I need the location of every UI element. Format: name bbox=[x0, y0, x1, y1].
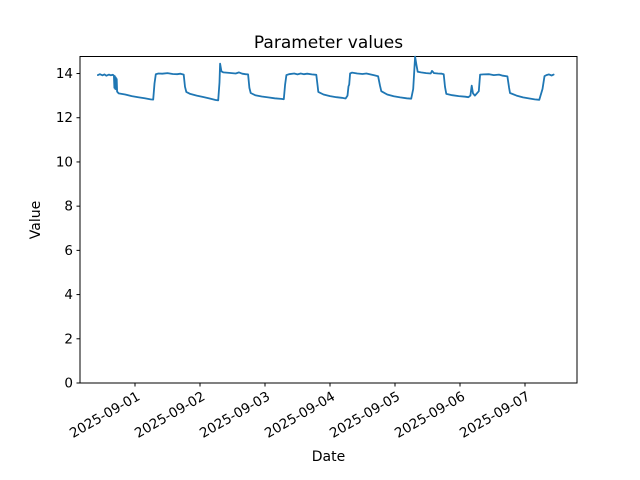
x-tick-label: 2025-09-02 bbox=[132, 389, 208, 442]
x-tick-label: 2025-09-03 bbox=[197, 389, 273, 442]
axis-ticks bbox=[76, 73, 526, 387]
x-tick-label: 2025-09-06 bbox=[392, 389, 468, 442]
x-axis-label: Date bbox=[312, 449, 345, 465]
y-axis-label: Value bbox=[28, 201, 44, 239]
y-tick-label: 0 bbox=[64, 376, 73, 392]
y-tick-label: 2 bbox=[64, 331, 73, 347]
plot-border bbox=[79, 56, 578, 384]
y-tick-label: 12 bbox=[56, 110, 73, 126]
y-tick-label: 10 bbox=[56, 154, 73, 170]
y-tick-label: 4 bbox=[64, 287, 73, 303]
chart-title: Parameter values bbox=[254, 33, 403, 53]
x-tick-label: 2025-09-01 bbox=[67, 389, 143, 442]
y-tick-label: 6 bbox=[64, 243, 73, 259]
data-series-line bbox=[97, 55, 555, 102]
y-tick-label: 14 bbox=[56, 66, 73, 82]
y-tick-label: 8 bbox=[64, 199, 73, 215]
x-tick-label: 2025-09-04 bbox=[262, 389, 338, 442]
x-tick-label: 2025-09-07 bbox=[457, 389, 533, 442]
x-tick-label: 2025-09-05 bbox=[327, 389, 403, 442]
axis-tick-labels: 024681012142025-09-012025-09-022025-09-0… bbox=[56, 66, 533, 442]
